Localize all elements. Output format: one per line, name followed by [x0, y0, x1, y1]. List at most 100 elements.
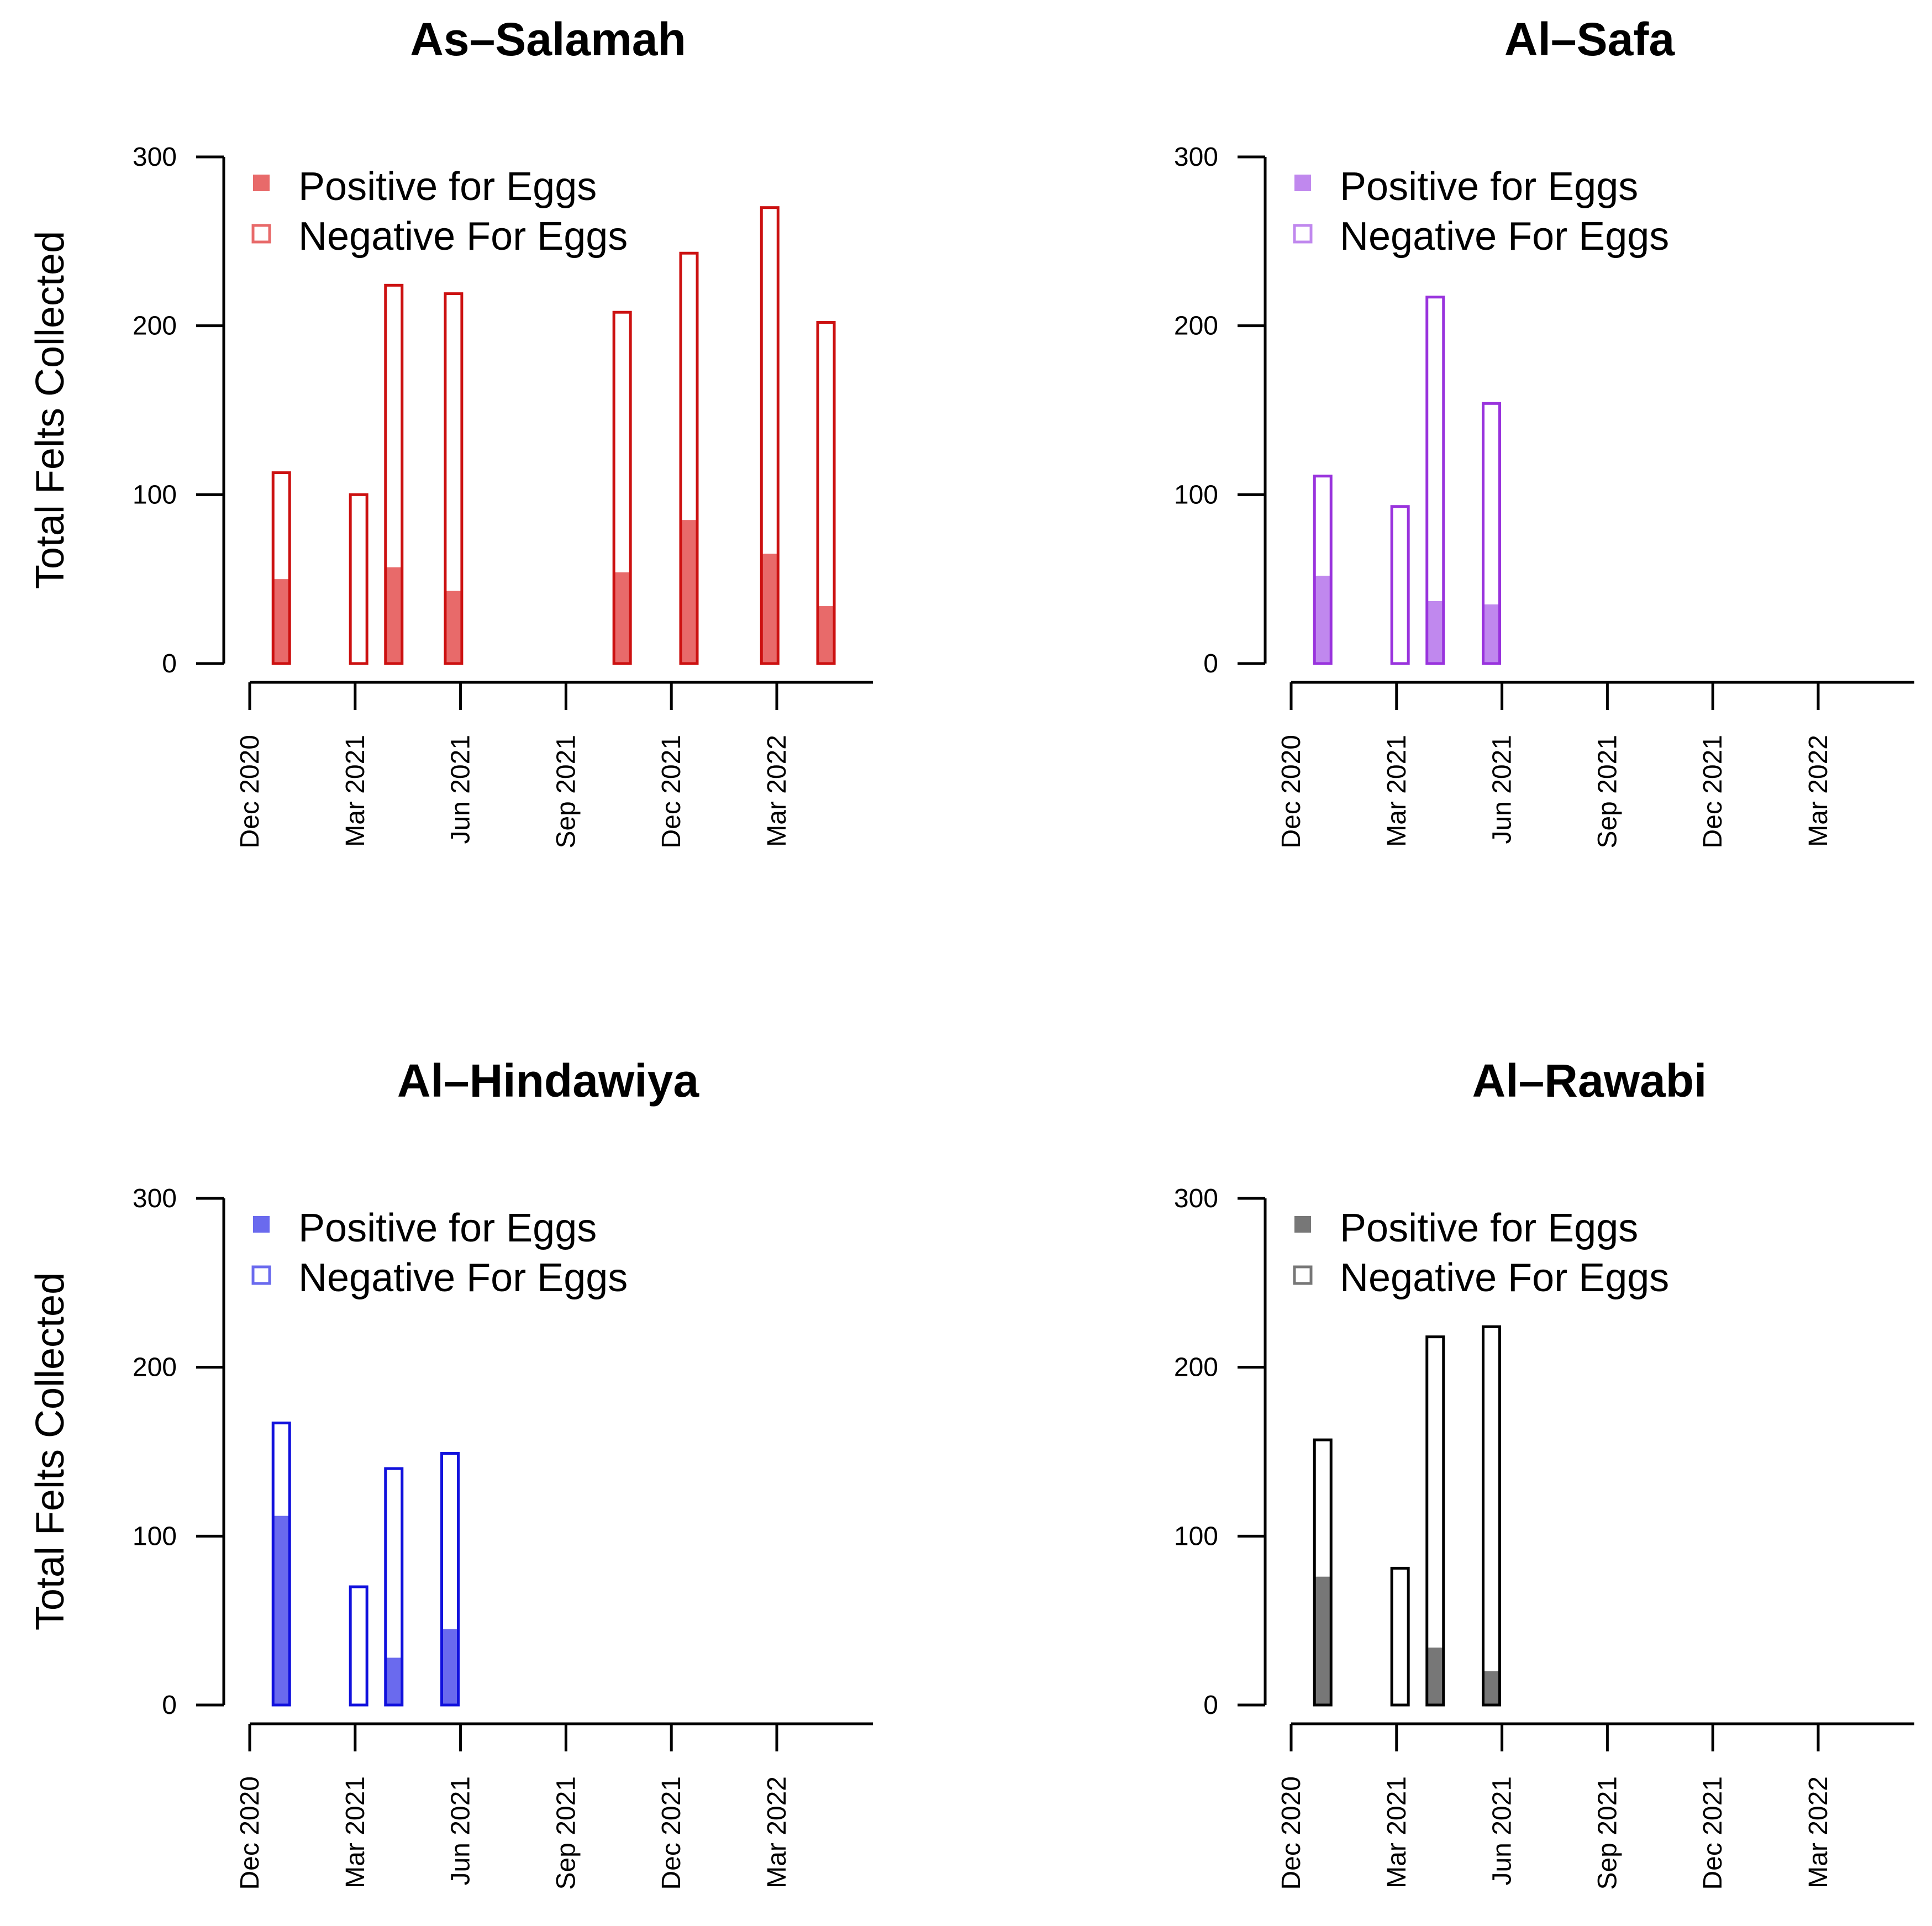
x-tick-label: Mar 2021	[1382, 1776, 1412, 1888]
chart-title: As–Salamah	[410, 13, 686, 65]
legend-positive-label: Positive for Eggs	[298, 165, 597, 209]
x-tick-label: Dec 2020	[235, 1776, 265, 1890]
bar-positive-0	[273, 579, 290, 664]
bar-positive-0	[1314, 1576, 1331, 1705]
bar-total-7	[816, 321, 836, 665]
x-tick-label: Mar 2022	[1804, 1776, 1833, 1888]
legend: Positive for Eggs Negative For Eggs	[1293, 1206, 1669, 1300]
y-axis-label: Total Felts Collected	[28, 1272, 72, 1630]
x-tick-label: Mar 2021	[1382, 735, 1412, 847]
bar-total-2	[1425, 1335, 1445, 1707]
bar-total-0	[271, 471, 291, 665]
x-tick-label: Mar 2022	[762, 1776, 792, 1888]
bar-positive-0	[1314, 576, 1331, 664]
bar-total-3	[444, 292, 464, 665]
bar-total-5	[679, 251, 699, 665]
bar-total-1	[349, 493, 368, 665]
bar-positive-3	[1483, 604, 1500, 664]
bar-total-0	[1313, 1438, 1333, 1707]
y-tick-label: 300	[1174, 143, 1218, 172]
x-tick-label: Dec 2020	[235, 735, 265, 848]
legend: Positive for Eggs Negative For Eggs	[1293, 165, 1669, 259]
y-tick-label: 100	[1174, 480, 1218, 509]
x-tick-label: Sep 2021	[551, 1776, 581, 1890]
chart-title: Al–Hindawiya	[397, 1055, 699, 1107]
y-tick-label: 200	[1174, 312, 1218, 341]
legend-negative-swatch	[1293, 224, 1313, 244]
bar-positive-2	[385, 1657, 402, 1705]
x-tick-label: Jun 2021	[1488, 735, 1517, 844]
y-tick-label: 0	[162, 1691, 177, 1720]
bar-positive-4	[614, 572, 631, 664]
legend-positive-swatch	[1294, 175, 1311, 191]
legend-negative-label: Negative For Eggs	[298, 1256, 628, 1300]
legend: Positive for Eggs Negative For Eggs	[251, 165, 628, 259]
legend-positive-label: Positive for Eggs	[1340, 1206, 1638, 1250]
bar-positive-2	[1426, 1648, 1444, 1705]
y-tick-label: 300	[1174, 1184, 1218, 1213]
bar-positive-6	[761, 554, 778, 664]
x-tick-label: Dec 2021	[657, 735, 686, 848]
bar-total-3	[1482, 1325, 1502, 1707]
y-tick-label: 200	[1174, 1353, 1218, 1382]
legend-negative-swatch	[251, 224, 271, 244]
chart-panel-2: Al–Hindawiya Total Felts Collected 0 100 200…	[28, 1055, 873, 1890]
bar-positive-5	[681, 520, 697, 664]
x-tick-label: Mar 2021	[341, 1776, 370, 1888]
legend-negative-label: Negative For Eggs	[1340, 1256, 1669, 1300]
bar-total-6	[760, 206, 780, 665]
bar-total-0	[1313, 475, 1333, 665]
legend-negative-label: Negative For Eggs	[298, 214, 628, 259]
y-tick-label: 0	[1203, 649, 1218, 678]
x-tick-label: Jun 2021	[1488, 1776, 1517, 1886]
chart-panel-3: Al–Rawabi 0 100 200 300 Dec 2020 Mar 2021 Jun 2…	[1174, 1055, 1914, 1890]
bar-positive-2	[1426, 601, 1444, 664]
y-tick-label: 300	[133, 1184, 177, 1213]
chart-title: Al–Rawabi	[1472, 1055, 1707, 1107]
y-tick-label: 200	[133, 1353, 177, 1382]
bar-total-2	[1425, 296, 1445, 665]
y-tick-label: 300	[133, 143, 177, 172]
bar-positive-2	[385, 567, 402, 664]
x-tick-label: Mar 2021	[341, 735, 370, 847]
x-tick-label: Dec 2021	[1698, 735, 1728, 848]
legend: Positive for Eggs Negative For Eggs	[251, 1206, 628, 1300]
bar-total-0	[271, 1422, 291, 1707]
bar-positive-3	[445, 591, 462, 664]
y-tick-label: 100	[1174, 1522, 1218, 1551]
chart-panel-1: Al–Safa 0 100 200 300 Dec 2020 Mar 2021 Jun 202…	[1174, 13, 1914, 849]
legend-negative-label: Negative For Eggs	[1340, 214, 1669, 259]
bar-positive-0	[273, 1515, 290, 1705]
x-tick-label: Mar 2022	[762, 735, 792, 847]
chart-panel-0: As–Salamah Total Felts Collected 0 100 200 30…	[28, 13, 873, 849]
x-tick-label: Dec 2020	[1277, 1776, 1306, 1890]
x-tick-label: Sep 2021	[551, 735, 581, 849]
y-tick-label: 100	[133, 1522, 177, 1551]
x-tick-label: Jun 2021	[446, 1776, 476, 1886]
bar-positive-7	[818, 606, 835, 664]
y-tick-label: 0	[162, 649, 177, 678]
legend-positive-swatch	[1294, 1216, 1311, 1233]
bar-positive-3	[441, 1629, 459, 1705]
x-tick-label: Jun 2021	[446, 735, 476, 844]
legend-positive-swatch	[253, 175, 270, 191]
legend-positive-label: Positive for Eggs	[298, 1206, 597, 1250]
bar-total-3	[1482, 402, 1502, 665]
x-tick-label: Dec 2021	[1698, 1776, 1728, 1890]
y-axis-label: Total Felts Collected	[28, 231, 72, 589]
chart-title: Al–Safa	[1504, 13, 1675, 65]
bar-total-2	[384, 283, 404, 665]
legend-positive-swatch	[253, 1216, 270, 1233]
bar-total-1	[1390, 505, 1410, 665]
legend-negative-swatch	[1293, 1265, 1313, 1285]
bar-total-3	[440, 1452, 460, 1707]
y-tick-label: 100	[133, 480, 177, 509]
bar-total-2	[384, 1467, 404, 1707]
y-tick-label: 0	[1203, 1691, 1218, 1720]
x-tick-label: Mar 2022	[1804, 735, 1833, 847]
bar-total-1	[349, 1585, 368, 1707]
x-tick-label: Dec 2020	[1277, 735, 1306, 848]
bar-total-4	[612, 311, 632, 665]
bar-positive-3	[1483, 1671, 1500, 1705]
